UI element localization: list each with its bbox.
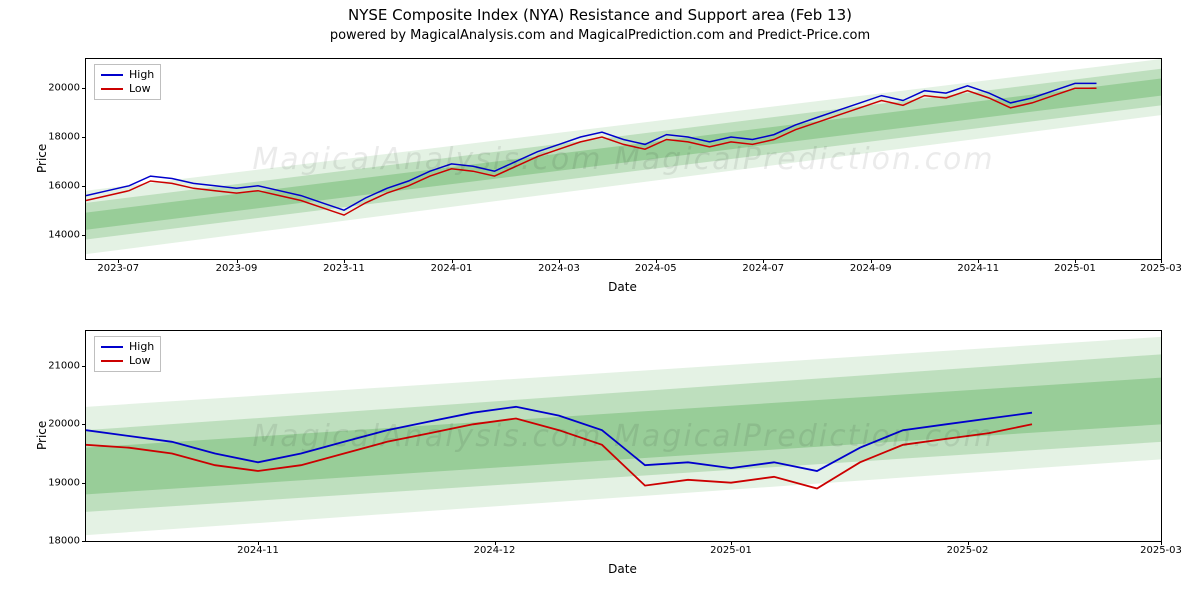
x-tick-label: 2023-07 [97, 259, 139, 274]
chart-subtitle: powered by MagicalAnalysis.com and Magic… [0, 28, 1200, 43]
legend-label: High [129, 340, 154, 354]
bottom-chart-svg [86, 331, 1161, 541]
legend: High Low [94, 64, 161, 100]
x-tick-label: 2025-01 [1054, 259, 1096, 274]
x-tick-label: 2024-07 [742, 259, 784, 274]
x-axis-label: Date [85, 280, 1160, 294]
x-axis-label: Date [85, 562, 1160, 576]
legend-label: Low [129, 354, 151, 368]
legend-row-low: Low [101, 354, 154, 368]
y-tick-label: 21000 [48, 361, 86, 372]
chart-title: NYSE Composite Index (NYA) Resistance an… [0, 6, 1200, 24]
legend-row-high: High [101, 340, 154, 354]
y-tick-label: 18000 [48, 536, 86, 547]
x-tick-label: 2025-01 [710, 541, 752, 556]
x-tick-label: 2023-09 [216, 259, 258, 274]
bottom-price-chart: MagicalAnalysis.com MagicalPrediction.co… [85, 330, 1162, 542]
x-tick-label: 2025-03 [1140, 541, 1182, 556]
y-tick-label: 20000 [48, 419, 86, 430]
x-tick-label: 2024-11 [237, 541, 279, 556]
y-tick-label: 14000 [48, 229, 86, 240]
y-tick-label: 18000 [48, 132, 86, 143]
x-tick-label: 2025-03 [1140, 259, 1182, 274]
legend: High Low [94, 336, 161, 372]
legend-row-high: High [101, 68, 154, 82]
legend-swatch-high [101, 346, 123, 348]
y-tick-label: 20000 [48, 83, 86, 94]
legend-label: Low [129, 82, 151, 96]
y-tick-label: 19000 [48, 477, 86, 488]
top-price-chart: MagicalAnalysis.com MagicalPrediction.co… [85, 58, 1162, 260]
x-tick-label: 2024-01 [431, 259, 473, 274]
legend-swatch-low [101, 360, 123, 362]
y-axis-label: Price [35, 421, 49, 450]
x-tick-label: 2024-05 [635, 259, 677, 274]
legend-swatch-high [101, 74, 123, 76]
x-tick-label: 2024-12 [474, 541, 516, 556]
legend-swatch-low [101, 88, 123, 90]
y-tick-label: 16000 [48, 180, 86, 191]
legend-label: High [129, 68, 154, 82]
figure: NYSE Composite Index (NYA) Resistance an… [0, 0, 1200, 600]
x-tick-label: 2025-02 [947, 541, 989, 556]
legend-row-low: Low [101, 82, 154, 96]
x-tick-label: 2023-11 [323, 259, 365, 274]
x-tick-label: 2024-11 [957, 259, 999, 274]
x-tick-label: 2024-09 [850, 259, 892, 274]
y-axis-label: Price [35, 144, 49, 173]
x-tick-label: 2024-03 [538, 259, 580, 274]
top-chart-svg [86, 59, 1161, 259]
